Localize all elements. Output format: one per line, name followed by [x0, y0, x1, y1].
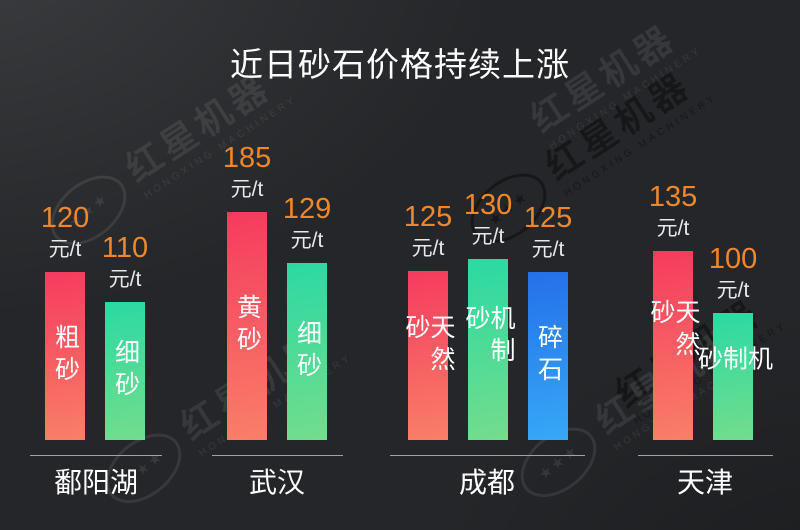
bar-value: 125: [403, 201, 453, 234]
group-axis-line: [390, 455, 585, 456]
bar-column: 100 元/t 机制砂: [695, 244, 773, 440]
bar-value-block: 130 元/t: [464, 190, 512, 249]
group-axis-line: [638, 455, 773, 456]
price-bar: 机制砂: [462, 259, 515, 440]
bar-name-label: 粗砂: [51, 324, 80, 388]
bar-unit-label: 元/t: [48, 237, 82, 261]
price-bar: 天然砂: [402, 271, 455, 440]
bar-column: 130 元/t 机制砂: [462, 190, 515, 440]
bar-value-block: 100 元/t: [709, 244, 757, 303]
city-label: 成都: [458, 467, 516, 498]
bar-value: 185: [222, 142, 272, 175]
bar-value: 135: [648, 181, 698, 214]
bar-unit-label: 元/t: [531, 237, 565, 261]
price-bar: 碎石: [528, 272, 568, 440]
bar-column: 135 元/t 天然砂: [647, 182, 700, 440]
brand-watermark-subtext: HONGXING MACHINERY: [142, 94, 300, 202]
bar-unit-label: 元/t: [230, 177, 264, 201]
group-axis-line: [30, 455, 162, 456]
bar-unit-label: 元/t: [290, 228, 324, 252]
city-label: 天津: [676, 467, 734, 498]
bar-value-block: 125 元/t: [524, 203, 572, 262]
price-bar: 机制砂: [695, 313, 773, 440]
group-axis-line: [212, 455, 343, 456]
bar-value-block: 185 元/t: [223, 143, 271, 202]
bar-value: 125: [523, 202, 573, 235]
bar-name-label: 细砂: [111, 339, 140, 403]
bar-column: 120 元/t 粗砂: [41, 203, 89, 440]
bar-name-label: 碎石: [534, 324, 563, 388]
bar-name-label: 机制砂: [694, 344, 773, 377]
bar-column: 185 元/t 黄砂: [223, 143, 271, 440]
bar-unit-label: 元/t: [471, 224, 505, 248]
bar-value-block: 129 元/t: [283, 194, 331, 253]
price-bar: 黄砂: [227, 212, 267, 440]
bar-unit-label: 元/t: [656, 216, 690, 240]
bar-column: 125 元/t 天然砂: [402, 202, 455, 440]
bar-column: 129 元/t 细砂: [283, 194, 331, 440]
city-label: 鄱阳湖: [53, 467, 139, 498]
price-bar: 粗砂: [45, 272, 85, 440]
chart-title: 近日砂石价格持续上涨: [230, 46, 570, 83]
bar-unit-label: 元/t: [411, 236, 445, 260]
bar-value: 129: [282, 193, 332, 226]
bar-name-label: 天然砂: [647, 298, 700, 363]
price-bar: 细砂: [287, 263, 327, 440]
bar-name-label: 细砂: [293, 319, 322, 384]
bar-name-label: 机制砂: [462, 304, 515, 369]
bar-value-block: 110 元/t: [102, 233, 148, 292]
brand-watermark-subtext: HONGXING MACHINERY: [197, 352, 355, 460]
bar-unit-label: 元/t: [108, 267, 142, 291]
bar-value: 120: [40, 202, 90, 235]
bar-value-block: 135 元/t: [649, 182, 697, 241]
bar-value: 100: [708, 243, 758, 276]
bar-unit-label: 元/t: [716, 278, 750, 302]
bar-value: 110: [101, 232, 149, 265]
bar-value: 130: [463, 189, 513, 222]
city-label: 武汉: [248, 467, 306, 498]
bar-name-label: 天然砂: [402, 313, 455, 378]
price-bar: 天然砂: [647, 251, 700, 440]
bar-value-block: 125 元/t: [404, 202, 452, 261]
bar-column: 125 元/t 碎石: [524, 203, 572, 440]
bar-value-block: 120 元/t: [41, 203, 89, 262]
price-bar: 细砂: [105, 302, 145, 440]
bar-column: 110 元/t 细砂: [102, 233, 148, 440]
stars-icon: ★★★: [535, 441, 583, 484]
bar-name-label: 黄砂: [233, 294, 262, 358]
